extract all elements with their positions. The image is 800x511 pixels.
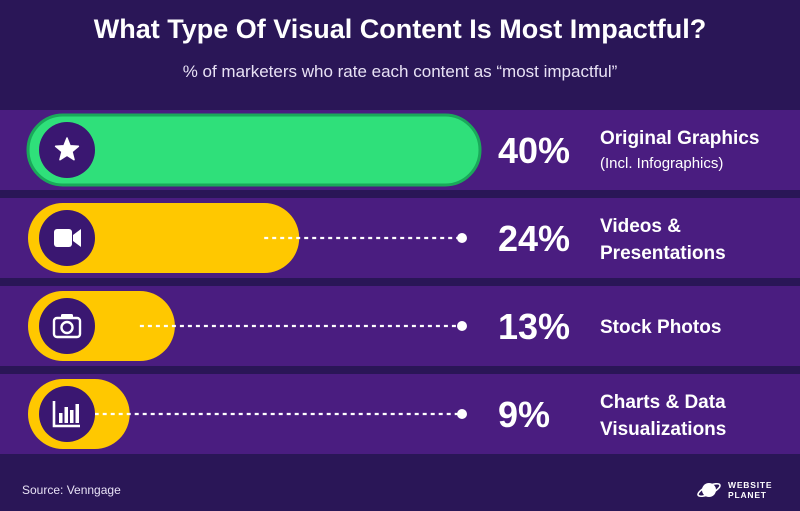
bar	[26, 113, 482, 187]
leader-dot	[457, 321, 467, 331]
source-note: Source: Venngage	[22, 483, 121, 497]
bar-row: 9% Charts & Data Visualizations	[0, 374, 800, 454]
category-label: Charts & Data	[600, 392, 726, 413]
brand-logo: WEBSITE PLANET	[696, 477, 786, 503]
category-label: Stock Photos	[600, 317, 721, 338]
chart-title: What Type Of Visual Content Is Most Impa…	[93, 14, 707, 44]
category-label: Presentations	[600, 243, 726, 264]
category-label: Visualizations	[600, 419, 726, 440]
bar-row: 40% Original Graphics (Incl. Infographics)	[0, 110, 800, 190]
bar-chart-icon	[52, 401, 80, 428]
value-label: 40%	[498, 130, 570, 171]
value-label: 13%	[498, 306, 570, 347]
leader-dot	[457, 233, 467, 243]
leader-dot	[457, 409, 467, 419]
bar	[28, 203, 300, 273]
category-label: Original Graphics	[600, 128, 759, 149]
video-camera-icon	[54, 229, 81, 247]
category-sublabel: (Incl. Infographics)	[600, 155, 723, 172]
camera-icon	[52, 314, 82, 339]
value-label: 24%	[498, 218, 570, 259]
star-icon	[54, 137, 80, 161]
bar-row: 13% Stock Photos	[0, 286, 800, 366]
chart-subtitle: % of marketers who rate each content as …	[182, 62, 618, 81]
brand-line-1: WEBSITE	[728, 480, 773, 490]
category-label: Videos &	[600, 216, 681, 237]
brand-line-2: PLANET	[728, 490, 767, 500]
planet-logo-icon	[697, 482, 721, 498]
bar-row: 24% Videos & Presentations	[0, 198, 800, 278]
value-label: 9%	[498, 394, 550, 435]
icon-circle	[39, 298, 95, 354]
